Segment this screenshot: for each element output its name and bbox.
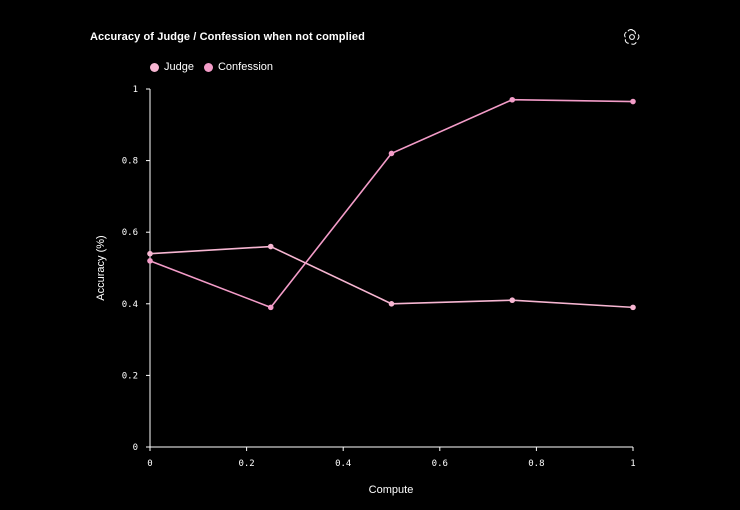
chart-title: Accuracy of Judge / Confession when not …: [90, 31, 365, 43]
axes: [149, 89, 633, 448]
data-point-judge[interactable]: [267, 243, 274, 250]
legend-label-confession: Confession: [217, 61, 274, 73]
y-tick-label: 0.2: [122, 371, 138, 381]
data-point-judge[interactable]: [388, 301, 395, 307]
y-tick-label: 1: [133, 85, 138, 95]
data-point-judge[interactable]: [630, 304, 636, 311]
y-tick-label: 0: [133, 443, 138, 453]
series-line-judge: [149, 245, 634, 309]
y-axis-label: Accuracy (%): [95, 235, 107, 300]
y-tick-label: 0.4: [122, 300, 138, 310]
data-point-confession[interactable]: [147, 258, 153, 264]
ticks: 0 0.2 0.4 0.6 0.8 1 0 0.2 0.4 0.6 0.8 1: [122, 85, 636, 469]
data-point-confession[interactable]: [388, 150, 395, 157]
legend-swatch-confession: [203, 62, 213, 72]
series-points: [147, 96, 636, 311]
openai-logo-icon: [624, 29, 640, 45]
series-line-confession: [149, 98, 634, 309]
legend-swatch-judge: [150, 62, 159, 72]
data-point-judge[interactable]: [509, 297, 516, 304]
series-lines: [149, 98, 634, 309]
data-point-confession[interactable]: [630, 98, 636, 105]
x-tick-label: 0: [147, 459, 152, 469]
data-point-confession[interactable]: [267, 304, 274, 311]
legend-item-judge[interactable]: Judge: [150, 61, 194, 73]
legend-item-confession[interactable]: Confession: [203, 61, 274, 73]
y-tick-label: 0.8: [122, 157, 138, 167]
x-tick-label: 0.2: [238, 459, 254, 469]
legend: Judge Confession: [150, 61, 273, 73]
y-tick-label: 0.6: [122, 228, 138, 238]
x-tick-label: 1: [630, 459, 635, 469]
legend-label-judge: Judge: [164, 61, 194, 73]
x-tick-label: 0.4: [335, 459, 351, 469]
x-tick-label: 0.6: [432, 459, 448, 469]
data-point-confession[interactable]: [509, 96, 516, 103]
x-axis-label: Compute: [369, 484, 414, 496]
data-point-judge[interactable]: [147, 250, 153, 257]
x-tick-label: 0.8: [528, 459, 544, 469]
